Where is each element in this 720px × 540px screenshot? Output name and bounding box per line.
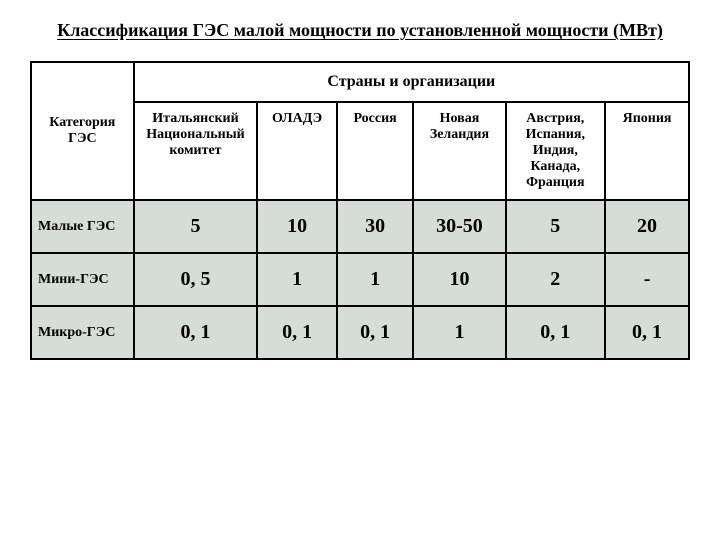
row-header-label: Категория ГЭС xyxy=(31,62,134,200)
cell: 0, 1 xyxy=(605,306,689,359)
cell: 10 xyxy=(257,200,337,253)
header-countries-orgs: Страны и организации xyxy=(134,62,689,102)
cell: - xyxy=(605,253,689,306)
cell: 5 xyxy=(134,200,258,253)
table-row: Малые ГЭС 5 10 30 30-50 5 20 xyxy=(31,200,689,253)
cell: 1 xyxy=(337,253,413,306)
row-label-small: Малые ГЭС xyxy=(31,200,134,253)
col-header-newzealand: Новая Зеландия xyxy=(413,102,505,200)
cell: 1 xyxy=(257,253,337,306)
cell: 0, 1 xyxy=(506,306,606,359)
cell: 0, 1 xyxy=(134,306,258,359)
cell: 1 xyxy=(413,306,505,359)
row-label-mini: Мини-ГЭС xyxy=(31,253,134,306)
cell: 10 xyxy=(413,253,505,306)
table-row: Мини-ГЭС 0, 5 1 1 10 2 - xyxy=(31,253,689,306)
page-title: Классификация ГЭС малой мощности по уста… xyxy=(30,20,690,41)
col-header-japan: Япония xyxy=(605,102,689,200)
col-header-austria-group: Австрия, Испания, Индия, Канада, Франция xyxy=(506,102,606,200)
table-row: Микро-ГЭС 0, 1 0, 1 0, 1 1 0, 1 0, 1 xyxy=(31,306,689,359)
cell: 0, 1 xyxy=(337,306,413,359)
col-header-italy: Итальянский Национальный комитет xyxy=(134,102,258,200)
cell: 30-50 xyxy=(413,200,505,253)
cell: 2 xyxy=(506,253,606,306)
row-label-micro: Микро-ГЭС xyxy=(31,306,134,359)
cell: 5 xyxy=(506,200,606,253)
cell: 0, 5 xyxy=(134,253,258,306)
cell: 30 xyxy=(337,200,413,253)
cell: 20 xyxy=(605,200,689,253)
classification-table: Категория ГЭС Страны и организации Италь… xyxy=(30,61,690,360)
cell: 0, 1 xyxy=(257,306,337,359)
col-header-olade: ОЛАДЭ xyxy=(257,102,337,200)
col-header-russia: Россия xyxy=(337,102,413,200)
